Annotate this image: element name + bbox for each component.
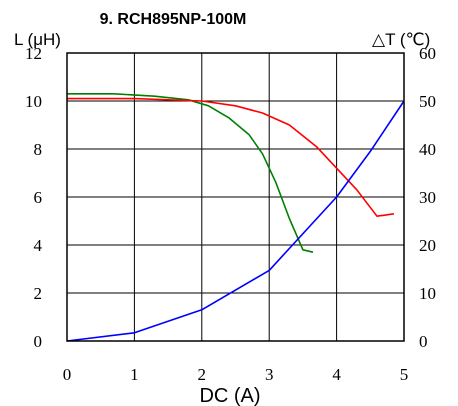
y-right-tick-label: 60 bbox=[419, 44, 436, 63]
y-left-tick-label: 2 bbox=[34, 284, 43, 303]
chart-title: 9. RCH895NP-100M bbox=[100, 11, 247, 28]
plot-frame bbox=[66, 52, 405, 342]
series-line-1 bbox=[67, 93, 314, 253]
y-right-tick-label: 20 bbox=[419, 236, 436, 255]
y-left-tick-label: 6 bbox=[34, 188, 43, 207]
series bbox=[66, 93, 405, 342]
x-tick-label: 4 bbox=[332, 365, 341, 384]
x-tick-label: 3 bbox=[265, 365, 274, 384]
y-right-tick-label: 10 bbox=[419, 284, 436, 303]
y-right-tick-label: 30 bbox=[419, 188, 436, 207]
y-left-tick-label: 10 bbox=[25, 92, 42, 111]
y-right-tick-label: 40 bbox=[419, 140, 436, 159]
x-tick-label: 2 bbox=[198, 365, 207, 384]
y-left-tick-label: 8 bbox=[34, 140, 43, 159]
x-tick-label: 0 bbox=[63, 365, 72, 384]
y-left-axis-label: L (μH) bbox=[14, 30, 61, 49]
x-tick-label: 5 bbox=[400, 365, 409, 384]
series-line-2 bbox=[67, 97, 395, 217]
x-axis-label: DC (A) bbox=[199, 385, 260, 406]
x-tick-label: 1 bbox=[130, 365, 139, 384]
grid bbox=[67, 53, 404, 341]
y-left-tick-label: 4 bbox=[34, 236, 43, 255]
series-line-3 bbox=[66, 100, 405, 342]
y-right-tick-label: 0 bbox=[419, 332, 428, 351]
y-left-tick-label: 0 bbox=[34, 332, 43, 351]
y-left-tick-label: 12 bbox=[25, 44, 42, 63]
y-right-axis-label: △T (℃) bbox=[372, 30, 430, 49]
y-right-tick-label: 50 bbox=[419, 92, 436, 111]
